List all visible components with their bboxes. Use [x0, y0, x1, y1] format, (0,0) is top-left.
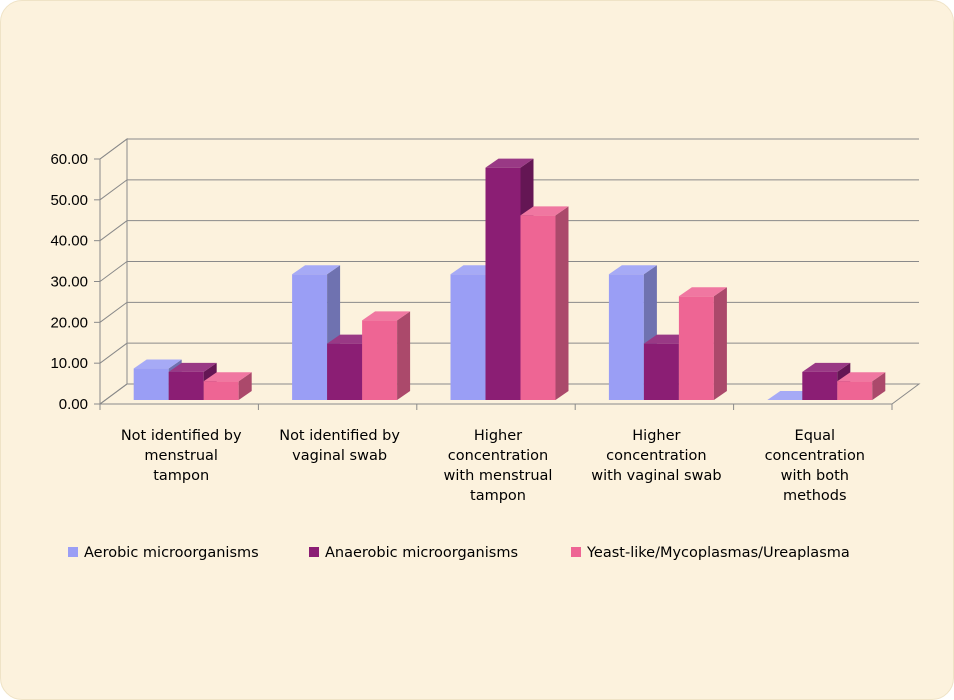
gridline [99, 138, 919, 160]
bar-front [133, 368, 169, 400]
bar-front [203, 381, 239, 400]
bar-front [678, 296, 714, 400]
y-tick-label: 0.00 [59, 396, 88, 413]
bar-top [133, 359, 182, 369]
bar-top [678, 287, 727, 297]
bar [520, 206, 569, 400]
legend-swatch [571, 547, 581, 557]
bar-side [238, 372, 252, 400]
bars [133, 158, 886, 400]
bar-front [362, 320, 398, 400]
bar-side [555, 206, 569, 400]
y-axis-ticks: 0.00 10.00 20.00 30.00 40.00 50.00 60.00 [50, 151, 88, 413]
category-label: Higher concentration with vaginal swab [591, 428, 721, 484]
y-tick-label: 10.00 [50, 355, 88, 372]
y-tick-label: 30.00 [50, 274, 88, 291]
bar [203, 372, 252, 400]
bar-front [168, 371, 204, 400]
bar [362, 311, 411, 400]
category-labels: Not identified by menstrual tampon Not iden… [121, 428, 865, 504]
legend-label: Aerobic microorganisms [84, 545, 259, 561]
gridline [99, 220, 919, 242]
bar-side [713, 287, 727, 400]
bar-side [397, 311, 411, 400]
bar-side [872, 372, 886, 400]
bar-top [203, 372, 252, 382]
bar [678, 287, 727, 400]
y-tick-label: 60.00 [50, 151, 88, 168]
bar [837, 372, 886, 400]
gridline [99, 261, 919, 282]
y-tick-label: 20.00 [50, 314, 88, 331]
legend: Aerobic microorganisms Anaerobic microorg… [68, 545, 850, 561]
bar-top [608, 265, 657, 275]
legend-label: Yeast-like/Mycoplasmas/Ureaplasma [586, 545, 850, 561]
bar-front [450, 274, 486, 400]
bar-front [520, 215, 556, 400]
legend-swatch [309, 547, 319, 557]
bar-top [168, 362, 217, 372]
y-tick-label: 50.00 [50, 192, 88, 209]
gridline [99, 179, 919, 201]
bar-top [837, 372, 886, 382]
category-label: Not identified by menstrual tampon [121, 428, 242, 484]
legend-label: Anaerobic microorganisms [325, 545, 518, 561]
legend-item: Yeast-like/Mycoplasmas/Ureaplasma [571, 545, 850, 561]
bar-front [643, 343, 679, 400]
bar-front [837, 381, 873, 400]
legend-item: Anaerobic microorganisms [309, 545, 518, 561]
y-tick-label: 40.00 [50, 233, 88, 250]
bar-front [802, 371, 838, 400]
bar-front [485, 167, 521, 400]
bar-top [520, 206, 569, 216]
bar-front [327, 343, 363, 400]
bar-top [292, 265, 341, 275]
bar-top [485, 158, 534, 168]
category-label: Not identified by vaginal swab [279, 428, 400, 464]
legend-item: Aerobic microorganisms [68, 545, 259, 561]
bar-top [802, 362, 851, 372]
legend-swatch [68, 547, 78, 557]
category-label: Higher concentration with menstrual tampon [444, 428, 553, 504]
bar-top [362, 311, 411, 321]
category-label: Equal concentration with both methods [765, 428, 865, 504]
bar-front [292, 274, 328, 400]
bar-front [608, 274, 644, 400]
